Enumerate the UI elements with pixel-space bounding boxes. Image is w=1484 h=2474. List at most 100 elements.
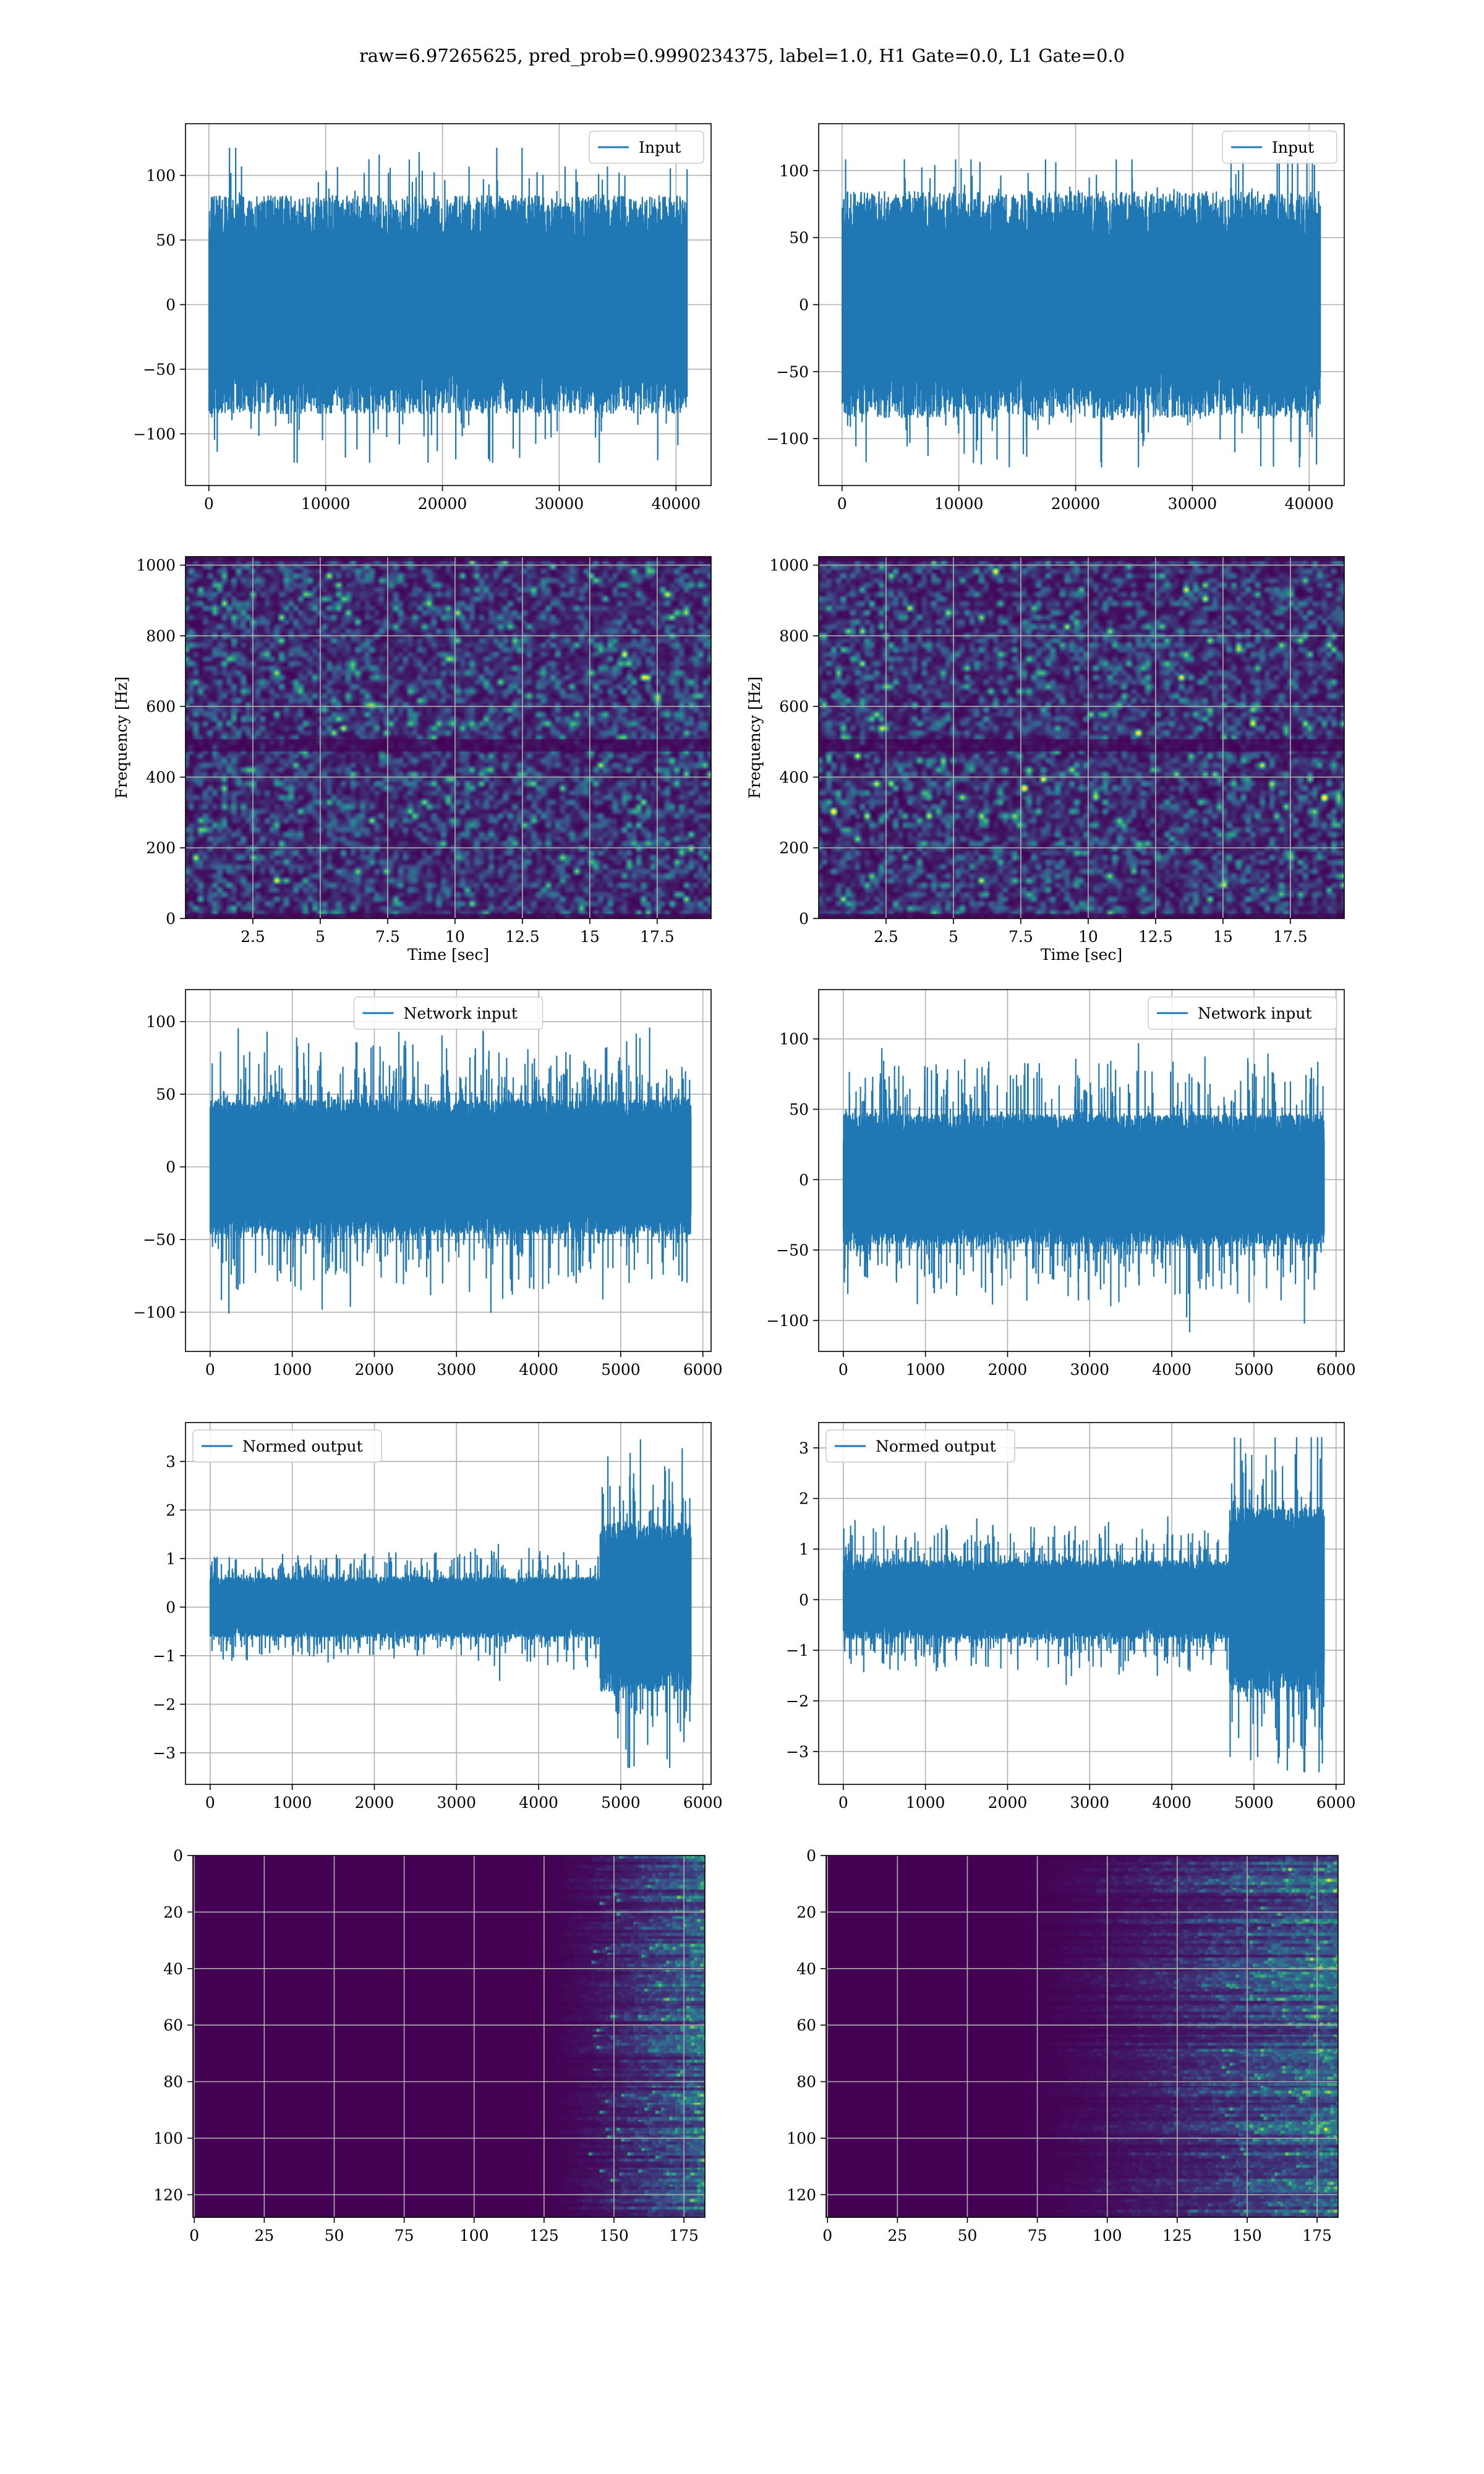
legend-box (1148, 996, 1337, 1030)
y-tick-label: 120 (787, 2186, 816, 2204)
x-tick-label: 75 (1028, 2227, 1047, 2245)
y-tick-label: 50 (156, 231, 176, 249)
x-tick-label: 15 (580, 928, 600, 946)
x-tick-label: 175 (1302, 2227, 1332, 2245)
x-tick-label: 3000 (437, 1361, 476, 1379)
y-tick-label: 100 (146, 1013, 176, 1031)
x-tick-label: 5000 (601, 1361, 641, 1379)
x-tick-label: 17.5 (1273, 928, 1308, 946)
x-tick-label: 0 (189, 2227, 199, 2245)
y-tick-label: 1000 (769, 557, 809, 575)
x-tick-label: 100 (459, 2227, 489, 2245)
legend: Normed output (192, 1429, 382, 1463)
x-tick-label: 30000 (535, 495, 584, 513)
figure-title: raw=6.97265625, pred_prob=0.9990234375, … (359, 45, 1125, 67)
x-tick-label: 25 (254, 2227, 274, 2245)
x-tick-label: 75 (394, 2227, 414, 2245)
y-tick-label: −50 (776, 1241, 809, 1259)
legend-label: Network input (1198, 1004, 1311, 1022)
legend-label: Normed output (876, 1437, 996, 1455)
y-tick-label: 800 (146, 627, 176, 645)
y-tick-label: −2 (153, 1695, 176, 1713)
x-tick-label: 125 (529, 2227, 559, 2245)
series-line (842, 1043, 1325, 1333)
y-tick-label: 80 (796, 2073, 816, 2091)
x-tick-label: 0 (822, 2227, 832, 2245)
x-tick-label: 20000 (418, 495, 467, 513)
legend-box (825, 1429, 1015, 1463)
y-tick-label: −50 (776, 363, 809, 381)
x-tick-label: 17.5 (640, 928, 675, 946)
x-tick-label: 2.5 (874, 928, 898, 946)
subplot-input_l1: 0 10000 20000 30000 40000 −100 −50 0 50 100 Input (766, 123, 1345, 513)
y-tick-label: 200 (146, 839, 176, 857)
y-tick-label: −100 (133, 425, 176, 443)
legend-label: Input (1272, 139, 1314, 156)
x-tick-label: 40000 (1285, 495, 1334, 513)
y-axis-label: Frequency [Hz] (746, 677, 764, 799)
y-tick-label: 80 (163, 2073, 183, 2091)
x-tick-label: 20000 (1051, 495, 1101, 513)
x-tick-label: 1000 (906, 1361, 945, 1379)
y-tick-label: 2 (166, 1501, 176, 1519)
x-tick-label: 5 (315, 928, 325, 946)
x-tick-label: 0 (205, 1361, 215, 1379)
x-axis-label: Time [sec] (1041, 946, 1122, 964)
x-tick-label: 40000 (652, 495, 701, 513)
y-tick-label: 50 (789, 1100, 809, 1118)
subplot-spec_h1: 2.5 5 7.5 10 12.5 15 17.5 0 200 400 600 800 1000 Time… (113, 556, 712, 964)
heatmap-image (186, 557, 711, 918)
y-tick-label: 3 (166, 1453, 176, 1471)
y-tick-label: 0 (173, 1847, 183, 1865)
y-tick-label: −3 (153, 1744, 176, 1762)
y-tick-label: 600 (779, 698, 809, 716)
heatmap-image (826, 1856, 1338, 2217)
y-tick-label: 3 (799, 1439, 809, 1457)
x-tick-label: 150 (599, 2227, 629, 2245)
x-tick-label: 4000 (1152, 1361, 1192, 1379)
axes-frame (185, 1422, 712, 1785)
subplot-normed_h1: 0 1000 2000 3000 4000 5000 6000 −3 −2 −1 0 1 2 3 Norme… (153, 1422, 723, 1812)
x-tick-label: 12.5 (505, 928, 540, 946)
legend: Network input (1148, 996, 1337, 1030)
y-tick-label: −50 (143, 1231, 176, 1249)
subplot-normed_l1: 0 1000 2000 3000 4000 5000 6000 −3 −2 −1 0 1 2 3 Norme… (786, 1422, 1356, 1812)
y-tick-label: 100 (146, 167, 176, 185)
x-tick-label: 0 (837, 495, 847, 513)
legend: Input (1222, 131, 1337, 164)
subplot-net_l1: 0 1000 2000 3000 4000 5000 6000 −100 −50 0 50 100 Ne… (766, 989, 1356, 1379)
y-tick-label: 20 (163, 1903, 183, 1921)
x-tick-label: 125 (1162, 2227, 1192, 2245)
x-tick-label: 25 (887, 2227, 907, 2245)
series-line (842, 1437, 1325, 1773)
x-tick-label: 1000 (906, 1794, 945, 1812)
x-tick-label: 6000 (683, 1794, 723, 1812)
subplot-feat_h1: 0 25 50 75 100 125 150 175 0 20 40 60 80 100 120 (153, 1847, 706, 2245)
axes-frame (185, 556, 712, 919)
y-tick-label: 60 (163, 2016, 183, 2034)
x-tick-label: 1000 (273, 1361, 312, 1379)
y-tick-label: 1 (166, 1550, 176, 1568)
y-tick-label: 0 (166, 910, 176, 928)
y-tick-label: −100 (133, 1304, 176, 1322)
y-tick-label: 1000 (136, 557, 176, 575)
legend: Normed output (825, 1429, 1015, 1463)
x-tick-label: 4000 (1152, 1794, 1192, 1812)
heatmap-image (819, 557, 1344, 918)
x-tick-label: 10000 (301, 495, 351, 513)
x-tick-label: 6000 (1316, 1361, 1356, 1379)
y-tick-label: −3 (786, 1743, 809, 1761)
x-tick-label: 175 (669, 2227, 699, 2245)
y-tick-label: 0 (166, 1598, 176, 1616)
x-tick-label: 5 (949, 928, 958, 946)
x-tick-label: 2000 (355, 1361, 394, 1379)
x-tick-label: 3000 (437, 1794, 476, 1812)
x-tick-label: 0 (838, 1361, 848, 1379)
y-tick-label: −100 (766, 1312, 809, 1330)
legend-label: Network input (404, 1004, 518, 1022)
legend: Network input (353, 996, 544, 1030)
subplot-net_h1: 0 1000 2000 3000 4000 5000 6000 −100 −50 0 50 100 Ne… (133, 989, 723, 1379)
x-tick-label: 150 (1232, 2227, 1262, 2245)
legend-label: Input (639, 139, 681, 156)
y-tick-label: 20 (796, 1903, 816, 1921)
